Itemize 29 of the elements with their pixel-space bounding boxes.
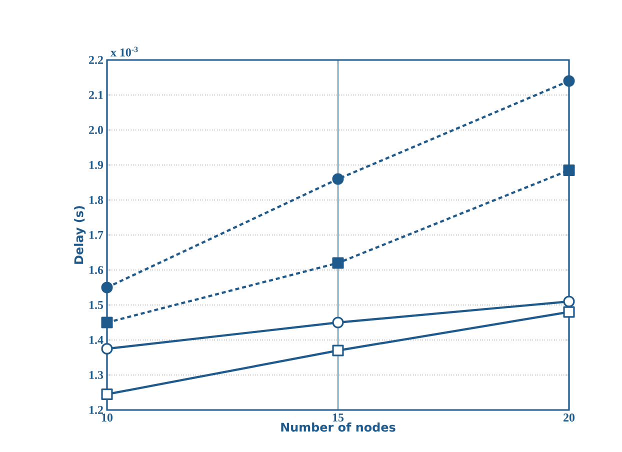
- y-tick-label: 1.7: [89, 230, 104, 240]
- x-axis-title: Number of nodes: [281, 422, 396, 432]
- y-tick-label: 2.0: [89, 126, 104, 134]
- y-tick-label: 2.2: [89, 56, 103, 64]
- y-axis-title: Delay (s): [74, 206, 86, 264]
- point: [332, 316, 344, 328]
- point: [101, 316, 113, 328]
- point: [563, 296, 575, 308]
- point: [332, 173, 344, 185]
- x-tick-label: 20: [564, 414, 575, 422]
- y-tick-label: 1.5: [89, 300, 104, 310]
- text: x 10$^{-3}$: [110, 46, 138, 56]
- point: [101, 342, 113, 355]
- point: [101, 388, 113, 400]
- point: [101, 282, 113, 294]
- x-tick-label: 15: [332, 414, 344, 422]
- y-tick-label: 1.4: [89, 336, 104, 344]
- point: [332, 344, 344, 356]
- y-tick-label: 1.3: [89, 370, 104, 380]
- y-tick-label: 1.6: [89, 266, 104, 274]
- point: [563, 75, 575, 87]
- point: [563, 164, 575, 176]
- y-tick-label: 1.8: [89, 196, 104, 204]
- y-tick-label: 1.2: [89, 406, 103, 414]
- x-tick-label: 10: [102, 414, 113, 422]
- y-tick-label: 1.9: [89, 160, 104, 170]
- point: [563, 306, 575, 318]
- y-tick-label: 2.1: [89, 90, 103, 100]
- point: [332, 257, 344, 269]
